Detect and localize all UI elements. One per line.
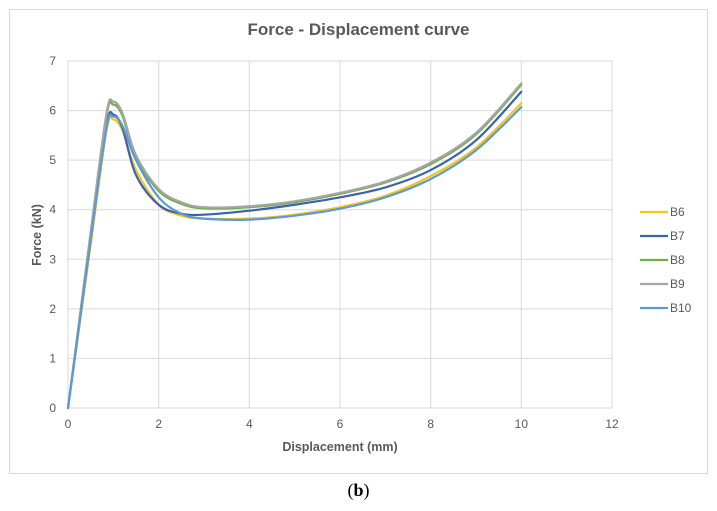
legend-label: B6 <box>670 205 685 219</box>
x-tick-label: 6 <box>337 417 344 431</box>
figure-caption: (b) <box>347 480 370 500</box>
series-line-b9 <box>66 82 523 410</box>
x-tick-label: 4 <box>246 417 253 431</box>
legend: B6 B7 B8 B9 B10 <box>640 205 692 315</box>
legend-label: B9 <box>670 277 685 291</box>
y-tick-label: 7 <box>49 54 56 68</box>
series-line-b10 <box>66 106 523 410</box>
legend-label: B7 <box>670 229 685 243</box>
legend-label: B10 <box>670 301 692 315</box>
caption-letter: b <box>353 480 364 500</box>
x-tick-label: 0 <box>65 417 72 431</box>
legend-label: B8 <box>670 253 685 267</box>
y-tick-label: 2 <box>49 302 56 316</box>
y-tick-label: 4 <box>49 203 56 217</box>
x-tick-label: 12 <box>605 417 619 431</box>
y-axis-label: Force (kN) <box>30 204 44 266</box>
gridlines <box>67 60 613 409</box>
chart-title: Force - Displacement curve <box>247 20 470 39</box>
series-line-b8 <box>66 83 523 410</box>
y-tick-label: 5 <box>49 153 56 167</box>
y-tick-label: 3 <box>49 252 56 266</box>
y-tick-label: 0 <box>49 401 56 415</box>
x-tick-label: 2 <box>155 417 162 431</box>
series-line-b7 <box>66 90 523 410</box>
chart-frame <box>9 9 708 474</box>
y-tick-label: 1 <box>49 351 56 365</box>
y-tick-label: 6 <box>49 104 56 118</box>
x-tick-label: 8 <box>427 417 434 431</box>
x-tick-label: 10 <box>515 417 529 431</box>
data-series <box>66 82 523 410</box>
x-axis-label: Displacement (mm) <box>282 440 397 454</box>
